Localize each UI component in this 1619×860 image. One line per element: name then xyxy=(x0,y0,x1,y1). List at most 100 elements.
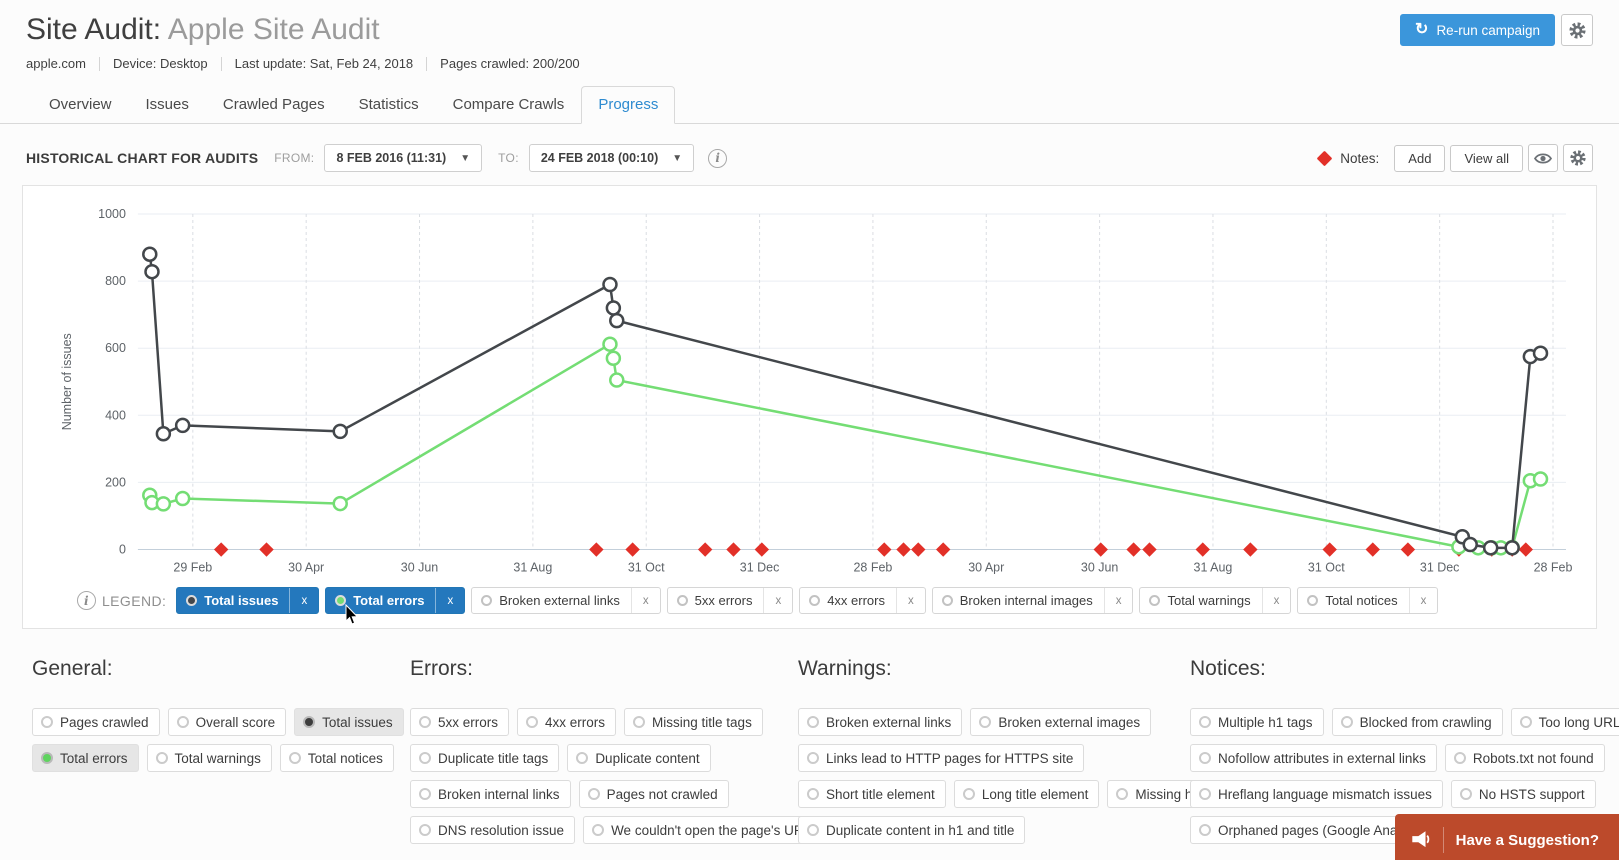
audit-history-chart[interactable]: 0 200 400 600 800 1000 29 Feb 30 Apr 30 Jun 31 Au… xyxy=(43,198,1576,581)
to-date-dropdown[interactable]: 24 FEB 2018 (00:10) ▼ xyxy=(528,144,695,172)
data-point-total-issues[interactable] xyxy=(605,300,622,316)
tab-overview[interactable]: Overview xyxy=(49,96,112,113)
metric-chip-broken-external-links[interactable]: Broken external links xyxy=(798,708,963,737)
metric-chip-we-couldn-t-open-the-page-s-url[interactable]: We couldn't open the page's URL xyxy=(583,816,823,845)
data-point-total-errors[interactable] xyxy=(174,490,191,507)
suggestion-banner[interactable]: Have a Suggestion? xyxy=(1394,814,1619,860)
note-diamond-marker[interactable] xyxy=(1518,542,1533,557)
legend-chip-remove[interactable]: x xyxy=(630,588,660,614)
notes-add-button[interactable]: Add xyxy=(1394,144,1446,172)
metric-chip-broken-external-images[interactable]: Broken external images xyxy=(970,708,1152,737)
metric-chip-short-title-element[interactable]: Short title element xyxy=(798,780,946,809)
data-point-total-errors[interactable] xyxy=(155,496,172,512)
info-icon[interactable]: i xyxy=(708,148,728,168)
note-diamond-marker[interactable] xyxy=(1322,542,1337,557)
metric-chip-duplicate-content[interactable]: Duplicate content xyxy=(567,744,711,773)
legend-chip-total-errors[interactable]: Total errors x xyxy=(325,587,466,615)
note-diamond-marker[interactable] xyxy=(911,542,926,557)
metric-chip-dns-resolution-issue[interactable]: DNS resolution issue xyxy=(410,816,576,845)
data-point-total-errors[interactable] xyxy=(605,350,622,367)
metric-chip-5xx-errors[interactable]: 5xx errors xyxy=(410,708,510,737)
tab-progress[interactable]: Progress xyxy=(581,86,676,124)
data-point-total-issues[interactable] xyxy=(602,276,618,293)
legend-chip-remove[interactable]: x xyxy=(1408,588,1438,614)
chart-settings-button[interactable] xyxy=(1563,144,1593,172)
metric-chip-duplicate-title-tags[interactable]: Duplicate title tags xyxy=(410,744,560,773)
legend-chip-5xx-errors[interactable]: 5xx errors x xyxy=(666,587,794,615)
legend-chip-broken-external-links[interactable]: Broken external links x xyxy=(471,587,661,615)
metric-chip-overall-score[interactable]: Overall score xyxy=(167,708,287,737)
legend-chip-remove[interactable]: x xyxy=(1103,588,1133,614)
metric-chip-too-long-urls[interactable]: Too long URLs xyxy=(1510,708,1619,737)
data-point-total-issues[interactable] xyxy=(1532,345,1549,361)
metric-chip-total-notices[interactable]: Total notices xyxy=(279,744,394,773)
note-diamond-marker[interactable] xyxy=(1365,542,1380,557)
note-diamond-marker[interactable] xyxy=(726,542,741,557)
metric-chip-hreflang-language-mismatch-issues[interactable]: Hreflang language mismatch issues xyxy=(1190,780,1443,809)
metric-chip-pages-not-crawled[interactable]: Pages not crawled xyxy=(578,780,729,809)
note-diamond-marker[interactable] xyxy=(1093,542,1108,557)
data-point-total-issues[interactable] xyxy=(1462,536,1478,553)
note-diamond-marker[interactable] xyxy=(1400,542,1416,557)
metric-chip-total-warnings[interactable]: Total warnings xyxy=(146,744,272,773)
data-point-total-issues[interactable] xyxy=(1482,540,1499,556)
metric-chip-pages-crawled[interactable]: Pages crawled xyxy=(32,708,160,737)
metric-chip-long-title-element[interactable]: Long title element xyxy=(953,780,1100,809)
note-diamond-marker[interactable] xyxy=(1195,542,1210,557)
metric-chip-broken-internal-links[interactable]: Broken internal links xyxy=(410,780,571,809)
metric-chip-missing-title-tags[interactable]: Missing title tags xyxy=(624,708,763,737)
notes-visibility-button[interactable] xyxy=(1528,144,1558,172)
metric-chip-multiple-h1-tags[interactable]: Multiple h1 tags xyxy=(1190,708,1324,737)
note-diamond-marker[interactable] xyxy=(754,542,770,557)
data-point-total-issues[interactable] xyxy=(609,312,625,329)
data-point-total-issues[interactable] xyxy=(174,417,191,434)
note-diamond-marker[interactable] xyxy=(213,542,229,557)
legend-chip-remove[interactable]: x xyxy=(896,588,925,614)
legend-chip-total-notices[interactable]: Total notices x xyxy=(1297,587,1439,615)
note-diamond-marker[interactable] xyxy=(1243,542,1258,557)
metric-chip-total-errors[interactable]: Total errors xyxy=(32,744,139,773)
note-diamond-marker[interactable] xyxy=(625,542,640,557)
tab-issues[interactable]: Issues xyxy=(145,96,189,113)
legend-chip-remove[interactable]: x xyxy=(435,588,464,614)
note-diamond-marker[interactable] xyxy=(697,542,713,557)
tab-compare-crawls[interactable]: Compare Crawls xyxy=(452,96,565,113)
data-point-total-issues[interactable] xyxy=(142,246,158,262)
note-diamond-marker[interactable] xyxy=(589,542,604,557)
metric-chip-links-lead-to-http-pages-for-https-site[interactable]: Links lead to HTTP pages for HTTPS site xyxy=(798,744,1085,773)
data-point-total-issues[interactable] xyxy=(144,263,160,280)
data-point-total-errors[interactable] xyxy=(1532,471,1549,487)
metric-chip-robots-txt-not-found[interactable]: Robots.txt not found xyxy=(1444,744,1605,773)
legend-chip-total-issues[interactable]: Total issues x xyxy=(176,587,320,615)
data-point-total-issues[interactable] xyxy=(1504,540,1520,556)
tab-crawled-pages[interactable]: Crawled Pages xyxy=(222,96,325,113)
data-point-total-issues[interactable] xyxy=(332,423,348,440)
tab-statistics[interactable]: Statistics xyxy=(358,96,419,113)
data-point-total-issues[interactable] xyxy=(155,426,172,442)
data-point-total-errors[interactable] xyxy=(332,495,348,512)
note-diamond-marker[interactable] xyxy=(1142,542,1157,557)
campaign-settings-button[interactable] xyxy=(1561,14,1593,46)
legend-chip-total-warnings[interactable]: Total warnings x xyxy=(1139,587,1292,615)
rerun-campaign-button[interactable]: ↻ Re-run campaign xyxy=(1400,14,1555,46)
note-diamond-marker[interactable] xyxy=(896,542,911,557)
legend-chip-remove[interactable]: x xyxy=(763,588,792,614)
notes-view-all-button[interactable]: View all xyxy=(1450,144,1523,172)
legend-chip-broken-internal-images[interactable]: Broken internal images x xyxy=(931,587,1134,615)
metric-chip-blocked-from-crawling[interactable]: Blocked from crawling xyxy=(1331,708,1503,737)
note-diamond-marker[interactable] xyxy=(1126,542,1141,557)
metric-chip-no-hsts-support[interactable]: No HSTS support xyxy=(1450,780,1596,809)
note-diamond-marker[interactable] xyxy=(935,542,951,557)
legend-chip-remove[interactable]: x xyxy=(1261,588,1291,614)
data-point-total-errors[interactable] xyxy=(602,336,618,352)
metric-chip-duplicate-content-in-h1-and-title[interactable]: Duplicate content in h1 and title xyxy=(798,816,1026,845)
info-icon[interactable]: i xyxy=(77,591,96,611)
metric-chip-nofollow-attributes-in-external-links[interactable]: Nofollow attributes in external links xyxy=(1190,744,1437,773)
legend-chip-4xx-errors[interactable]: 4xx errors x xyxy=(799,587,926,615)
data-point-total-errors[interactable] xyxy=(609,372,625,388)
legend-chip-remove[interactable]: x xyxy=(289,588,318,614)
from-date-dropdown[interactable]: 8 FEB 2016 (11:31) ▼ xyxy=(324,144,483,172)
note-diamond-marker[interactable] xyxy=(877,542,892,557)
metric-chip-total-issues[interactable]: Total issues xyxy=(294,708,404,737)
note-diamond-marker[interactable] xyxy=(259,542,274,557)
